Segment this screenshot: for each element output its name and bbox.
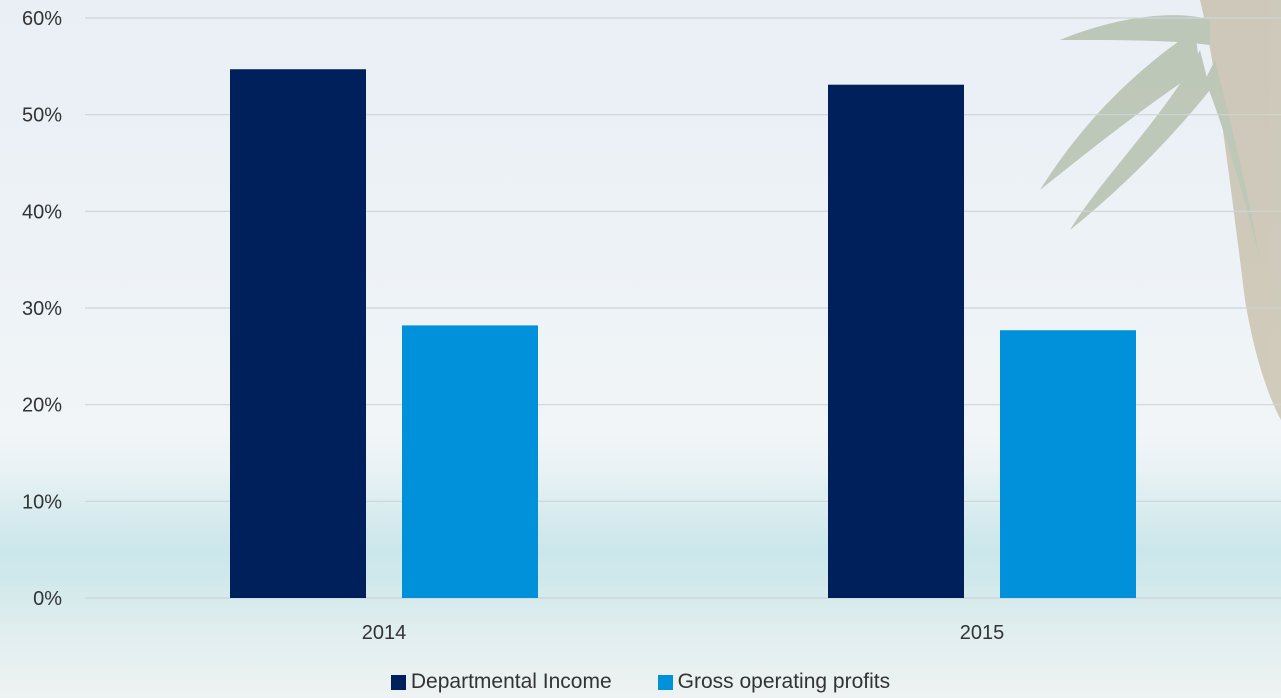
x-axis-ticks: 2014 2015 [362, 622, 1005, 644]
bar-departmental-income-2014 [230, 69, 366, 598]
y-tick-label: 60% [22, 8, 62, 30]
bar-gross-operating-profits-2015 [1000, 330, 1136, 598]
legend-swatch [657, 674, 673, 690]
legend-label: Gross operating profits [677, 670, 891, 693]
legend-swatch [390, 674, 406, 690]
x-tick-label: 2015 [960, 622, 1005, 644]
y-tick-label: 30% [22, 298, 62, 320]
legend-label: Departmental Income [410, 670, 612, 693]
y-tick-label: 0% [33, 588, 62, 610]
palm-tree-icon [1040, 0, 1281, 420]
legend: Departmental Income Gross operating prof… [0, 670, 1281, 694]
y-tick-label: 40% [22, 201, 62, 223]
bar-departmental-income-2015 [828, 84, 964, 598]
y-tick-label: 10% [22, 491, 62, 513]
y-tick-label: 20% [22, 395, 62, 417]
y-tick-label: 50% [22, 105, 62, 127]
legend-item-departmental-income: Departmental Income [390, 670, 612, 694]
legend-item-gross-operating-profits: Gross operating profits [657, 670, 891, 694]
bar-gross-operating-profits-2014 [402, 325, 538, 598]
x-tick-label: 2014 [362, 622, 407, 644]
bars [230, 69, 1136, 598]
y-axis-ticks: 0% 10% 20% 30% 40% 50% 60% [22, 8, 62, 610]
